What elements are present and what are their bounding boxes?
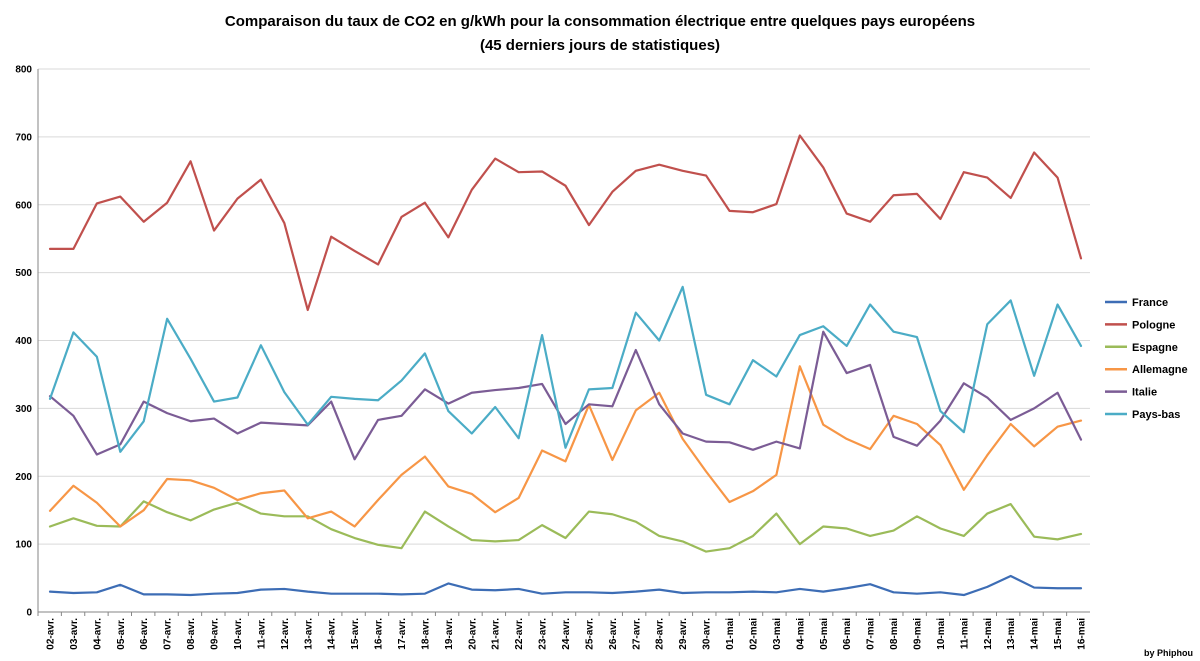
- x-tick-label: 06-avr.: [139, 618, 150, 650]
- x-tick-label: 01-mai: [725, 618, 736, 650]
- x-tick-label: 17-avr.: [397, 618, 408, 650]
- x-tick-label: 12-avr.: [280, 618, 291, 650]
- x-tick-label: 13-avr.: [303, 618, 314, 650]
- x-tick-label: 20-avr.: [467, 618, 478, 650]
- x-tick-label: 21-avr.: [491, 618, 502, 650]
- axes: [37, 69, 1090, 616]
- legend-entry-france: France: [1132, 297, 1168, 309]
- y-tick-label: 300: [15, 404, 32, 415]
- x-tick-label: 02-mai: [748, 618, 759, 650]
- x-tick-label: 11-avr.: [256, 618, 267, 649]
- chart-subtitle: (45 derniers jours de statistiques): [480, 37, 720, 54]
- x-tick-label: 16-avr.: [374, 618, 385, 650]
- x-tick-label: 10-avr.: [233, 618, 244, 650]
- x-tick-label: 09-avr.: [210, 618, 221, 650]
- legend-entry-allemagne: Allemagne: [1132, 364, 1188, 376]
- x-tick-label: 14-mai: [1030, 618, 1041, 650]
- y-tick-label: 200: [15, 472, 32, 483]
- x-tick-label: 18-avr.: [420, 618, 431, 650]
- legend-entry-pologne: Pologne: [1132, 319, 1175, 331]
- x-tick-label: 11-mai: [959, 618, 970, 649]
- x-tick-label: 03-mai: [772, 618, 783, 650]
- x-axis-tick-labels: 02-avr. 03-avr. 04-avr. 05-avr. 06-avr. 07-av…: [46, 618, 1088, 650]
- x-tick-label: 05-mai: [819, 618, 830, 650]
- x-tick-label: 27-avr.: [631, 618, 642, 650]
- x-tick-label: 16-mai: [1077, 618, 1088, 650]
- chart-title: Comparaison du taux de CO2 en g/kWh pour…: [225, 13, 975, 30]
- y-tick-label: 400: [15, 336, 32, 347]
- x-tick-label: 04-mai: [795, 618, 806, 650]
- y-tick-label: 100: [15, 540, 32, 551]
- series-line-pologne: [48, 134, 1083, 312]
- series-line-espagne: [48, 500, 1083, 553]
- legend-entry-pays-bas: Pays-bas: [1132, 409, 1180, 421]
- series-line-france: [48, 574, 1083, 597]
- x-tick-label: 23-avr.: [538, 618, 549, 650]
- x-tick-label: 02-avr.: [46, 618, 57, 650]
- legend-entry-italie: Italie: [1132, 387, 1157, 399]
- x-tick-label: 07-mai: [866, 618, 877, 650]
- credit-text: by Phiphou: [1144, 648, 1193, 658]
- x-tick-label: 19-avr.: [444, 618, 455, 650]
- legend-entry-espagne: Espagne: [1132, 342, 1178, 354]
- x-tick-label: 13-mai: [1006, 618, 1017, 650]
- y-tick-label: 0: [26, 608, 32, 619]
- x-tick-label: 10-mai: [936, 618, 947, 650]
- series-line-allemagne: [48, 365, 1083, 528]
- gridlines: [38, 68, 1090, 545]
- y-tick-label: 700: [15, 132, 32, 143]
- x-tick-label: 25-avr.: [584, 618, 595, 650]
- x-tick-label: 06-mai: [842, 618, 853, 650]
- series-line-italie: [48, 330, 1083, 461]
- x-tick-label: 22-avr.: [514, 618, 525, 650]
- x-tick-label: 29-avr.: [678, 618, 689, 650]
- y-tick-label: 600: [15, 200, 32, 211]
- x-tick-label: 04-avr.: [92, 618, 103, 650]
- x-tick-label: 24-avr.: [561, 618, 572, 650]
- x-tick-label: 15-mai: [1053, 618, 1064, 650]
- x-tick-label: 30-avr.: [702, 618, 713, 650]
- x-tick-label: 07-avr.: [163, 618, 174, 650]
- x-tick-label: 26-avr.: [608, 618, 619, 650]
- x-tick-label: 14-avr.: [327, 618, 338, 650]
- series-line-pays-bas: [48, 285, 1083, 453]
- x-tick-label: 03-avr.: [69, 618, 80, 650]
- x-tick-label: 09-mai: [912, 618, 923, 650]
- x-tick-label: 28-avr.: [655, 618, 666, 650]
- y-axis-tick-labels: 0 100 200 300 400 500 600 700 800: [15, 65, 32, 619]
- series-lines: [48, 134, 1083, 597]
- x-tick-label: 08-avr.: [186, 618, 197, 650]
- x-tick-label: 15-avr.: [350, 618, 361, 650]
- y-tick-label: 800: [15, 65, 32, 76]
- x-tick-label: 12-mai: [983, 618, 994, 650]
- x-tick-label: 08-mai: [889, 618, 900, 650]
- x-tick-label: 05-avr.: [116, 618, 127, 650]
- y-tick-label: 500: [15, 268, 32, 279]
- legend: France Pologne Espagne Allemagne Italie Pays-…: [1105, 297, 1188, 421]
